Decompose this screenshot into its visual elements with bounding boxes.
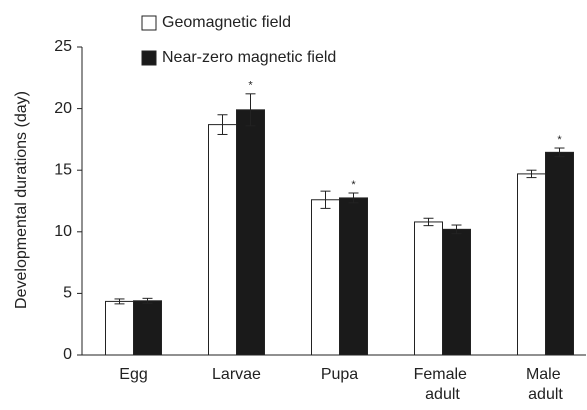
y-tick-label: 15 bbox=[54, 161, 72, 178]
significance-label: * bbox=[351, 179, 356, 191]
bar bbox=[105, 300, 134, 356]
error-bar bbox=[142, 297, 153, 304]
x-tick-label: Egg bbox=[119, 366, 147, 383]
significance-label: * bbox=[557, 134, 562, 146]
error-bar bbox=[320, 190, 331, 209]
error-bar bbox=[245, 93, 256, 127]
y-tick-label: 25 bbox=[54, 38, 72, 55]
y-tick-label: 10 bbox=[54, 223, 72, 240]
legend-label: Geomagnetic field bbox=[162, 14, 291, 31]
error-bar bbox=[451, 224, 462, 235]
error-bar bbox=[554, 147, 565, 158]
x-tick-label: Female adult bbox=[414, 366, 472, 403]
bar bbox=[208, 124, 237, 356]
bar bbox=[517, 173, 546, 356]
bar bbox=[545, 151, 574, 356]
legend-swatch bbox=[141, 50, 157, 66]
bar bbox=[414, 221, 443, 356]
bar bbox=[133, 300, 162, 356]
error-bar bbox=[423, 217, 434, 227]
error-bar bbox=[526, 169, 537, 179]
y-axis-label: Developmental durations (day) bbox=[13, 91, 30, 309]
bar bbox=[311, 199, 340, 356]
bar bbox=[339, 197, 368, 356]
bar bbox=[236, 109, 265, 356]
y-tick-label: 0 bbox=[63, 346, 72, 363]
x-tick-label: Pupa bbox=[321, 366, 358, 383]
y-tick-label: 5 bbox=[63, 285, 72, 302]
x-tick-label: Male adult bbox=[526, 366, 565, 403]
error-bar bbox=[114, 298, 125, 305]
x-tick-label: Larvae bbox=[212, 366, 261, 383]
error-bar bbox=[348, 192, 359, 204]
bar bbox=[442, 228, 471, 356]
significance-label: * bbox=[248, 80, 253, 92]
legend-label: Near-zero magnetic field bbox=[162, 49, 336, 66]
y-tick-label: 20 bbox=[54, 100, 72, 117]
legend-swatch bbox=[141, 15, 157, 31]
error-bar bbox=[217, 114, 228, 135]
